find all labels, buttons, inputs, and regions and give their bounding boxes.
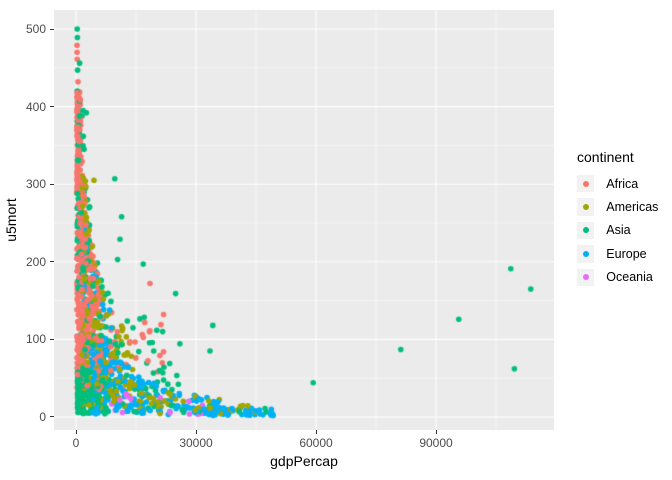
y-tick-label: 400: [25, 99, 46, 114]
y-axis-title: u5mort: [3, 198, 19, 242]
legend-key-swatch: [577, 221, 595, 240]
legend-item-asia: Asia: [577, 219, 658, 242]
legend-item-oceania: Oceania: [577, 266, 658, 289]
legend-item-americas: Americas: [577, 195, 658, 218]
x-tick-mark: [195, 430, 197, 434]
legend-items: Africa Americas Asia Europe Oceania: [577, 172, 658, 289]
legend-point-icon: [582, 250, 589, 257]
y-tick-mark: [50, 183, 54, 185]
y-tick-mark: [50, 338, 54, 340]
y-tick-label: 500: [25, 22, 46, 36]
x-tick-label: 90000: [419, 436, 453, 450]
y-tick-label: 300: [25, 177, 46, 192]
legend-title: continent: [577, 149, 634, 165]
legend-key-swatch: [577, 175, 595, 193]
x-axis-title: gdpPercap: [270, 453, 338, 469]
legend-label: Americas: [606, 200, 659, 215]
legend-point-icon: [582, 204, 589, 211]
legend-item-africa: Africa: [577, 172, 658, 195]
legend-point-icon: [582, 180, 589, 187]
y-tick-mark: [50, 106, 54, 108]
x-tick-label: 0: [72, 436, 80, 450]
plot-panel: [54, 10, 554, 430]
y-tick-label: 200: [25, 254, 46, 269]
legend-label: Europe: [606, 246, 647, 261]
y-tick-mark: [50, 261, 54, 263]
legend-point-icon: [582, 227, 589, 234]
x-tick-label: 30000: [179, 436, 213, 450]
legend-key-swatch: [577, 245, 595, 263]
legend-key-swatch: [577, 198, 595, 216]
legend-point-icon: [582, 274, 589, 281]
legend: continent Africa Americas Asia Europe Oceani…: [577, 149, 658, 289]
legend-key-swatch: [577, 268, 595, 286]
x-tick-mark: [435, 430, 437, 434]
y-tick-mark: [50, 416, 54, 418]
x-tick-mark: [315, 430, 317, 434]
scatter-points-canvas: [54, 10, 554, 430]
legend-item-europe: Europe: [577, 242, 658, 265]
y-tick-label: 100: [25, 332, 46, 347]
legend-label: Oceania: [606, 270, 653, 285]
y-tick-label: 0: [39, 409, 46, 424]
legend-label: Africa: [606, 176, 639, 191]
x-tick-mark: [75, 430, 77, 434]
x-tick-label: 60000: [299, 436, 333, 450]
legend-label: Asia: [606, 223, 631, 238]
y-tick-mark: [50, 28, 54, 30]
